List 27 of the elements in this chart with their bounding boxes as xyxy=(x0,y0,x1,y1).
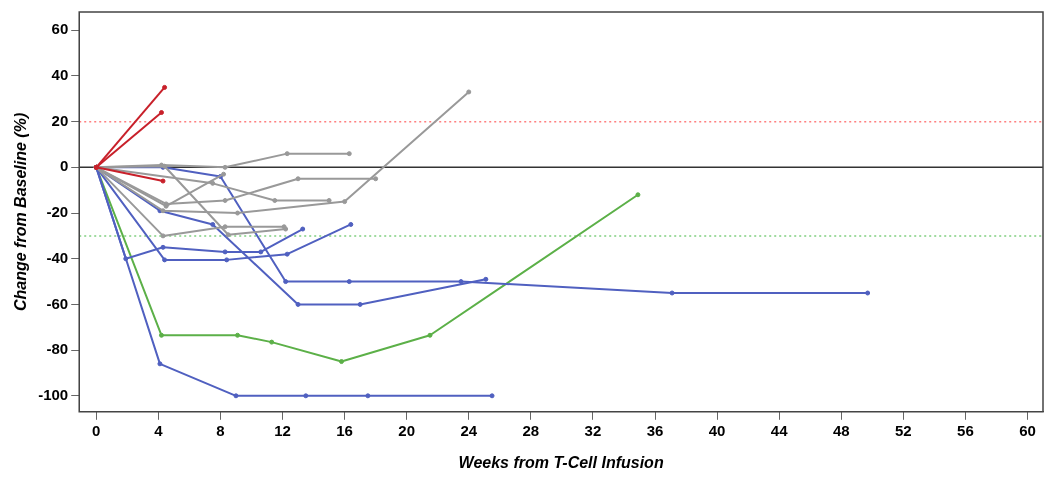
x-tick-label: 32 xyxy=(584,421,602,439)
x-tick-label: 0 xyxy=(92,421,101,439)
y-tick-label: 60 xyxy=(51,20,69,38)
y-tick-label: 40 xyxy=(51,66,69,84)
x-tick-label: 36 xyxy=(646,421,664,439)
x-tick-label: 12 xyxy=(274,421,291,439)
x-axis-title: Weeks from T-Cell Infusion xyxy=(458,453,664,471)
x-tick-label: 60 xyxy=(1019,421,1036,439)
x-tick-label: 8 xyxy=(216,421,225,439)
x-tick-label: 48 xyxy=(832,421,850,439)
x-tick-label: 52 xyxy=(894,421,912,439)
x-tick-label: 24 xyxy=(460,421,478,439)
x-tick-label: 56 xyxy=(957,421,974,439)
x-tick-label: 28 xyxy=(522,421,540,439)
x-tick-label: 20 xyxy=(398,421,416,439)
x-tick-label: 4 xyxy=(154,421,164,439)
y-tick-label: -100 xyxy=(38,385,69,403)
x-tick-label: 16 xyxy=(336,421,353,439)
x-tick-label: 44 xyxy=(770,421,789,439)
y-tick-label: -20 xyxy=(46,203,69,221)
y-tick-label: 0 xyxy=(59,157,69,175)
y-tick-label: 20 xyxy=(51,111,69,129)
y-axis-title: Change from Baseline (%) xyxy=(12,112,30,312)
y-tick-label: -80 xyxy=(46,340,69,358)
y-tick-label: -60 xyxy=(46,294,69,312)
x-tick-label: 40 xyxy=(708,421,726,439)
y-tick-label: -40 xyxy=(46,248,69,266)
